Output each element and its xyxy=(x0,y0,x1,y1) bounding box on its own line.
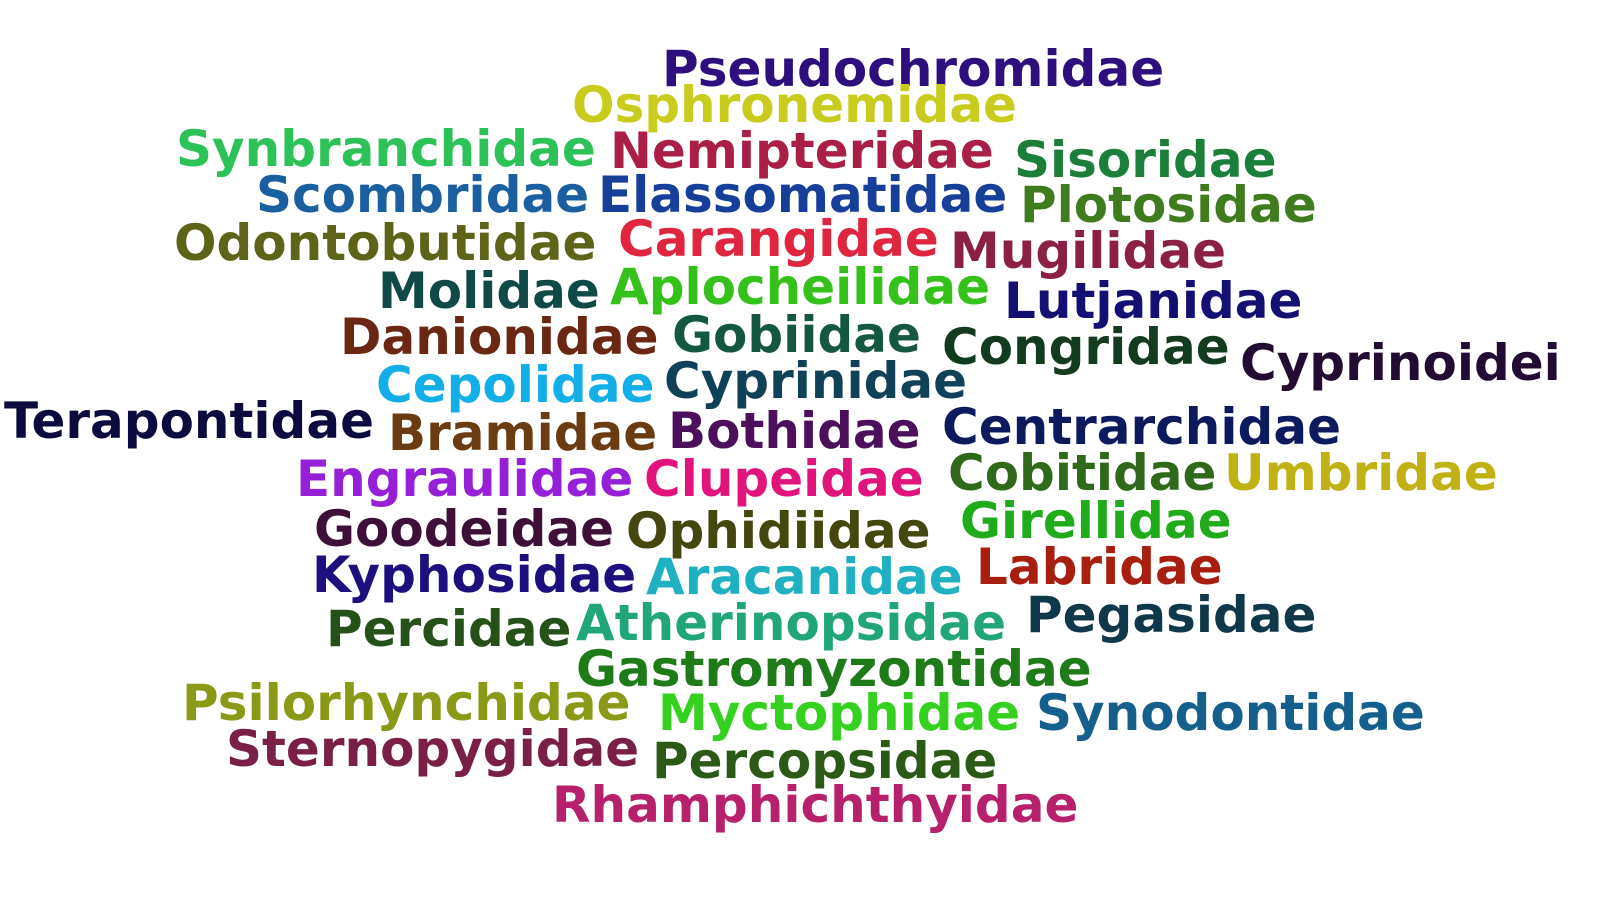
word-danionidae: Danionidae xyxy=(340,308,659,366)
word-synodontidae: Synodontidae xyxy=(1036,684,1425,742)
word-elassomatidae: Elassomatidae xyxy=(598,166,1008,224)
word-aplocheilidae: Aplocheilidae xyxy=(610,258,990,316)
word-mugilidae: Mugilidae xyxy=(950,222,1227,280)
word-scombridae: Scombridae xyxy=(256,166,590,224)
word-carangidae: Carangidae xyxy=(618,210,939,268)
word-sternopygidae: Sternopygidae xyxy=(226,720,640,778)
word-umbridae: Umbridae xyxy=(1224,444,1498,502)
word-percopsidae: Percopsidae xyxy=(652,732,998,790)
word-clupeidae: Clupeidae xyxy=(644,450,924,508)
word-kyphosidae: Kyphosidae xyxy=(312,546,637,604)
word-engraulidae: Engraulidae xyxy=(296,450,634,508)
word-cepolidae: Cepolidae xyxy=(376,356,655,414)
word-pseudochromidae: Pseudochromidae xyxy=(662,40,1165,98)
word-atherinopsidae: Atherinopsidae xyxy=(576,594,1006,652)
word-pegasidae: Pegasidae xyxy=(1026,586,1317,644)
word-rhamphichthyidae: Rhamphichthyidae xyxy=(552,776,1079,834)
word-goodeidae: Goodeidae xyxy=(314,500,615,558)
word-synbranchidae: Synbranchidae xyxy=(176,120,596,178)
word-terapontidae: Terapontidae xyxy=(4,392,374,450)
word-bramidae: Bramidae xyxy=(388,404,658,462)
word-girellidae: Girellidae xyxy=(960,492,1232,550)
word-lutjanidae: Lutjanidae xyxy=(1004,272,1303,330)
word-ophidiidae: Ophidiidae xyxy=(626,502,931,560)
word-cobitidae: Cobitidae xyxy=(948,444,1217,502)
word-percidae: Percidae xyxy=(326,600,572,658)
word-molidae: Molidae xyxy=(378,262,600,320)
word-plotosidae: Plotosidae xyxy=(1020,176,1317,234)
word-sisoridae: Sisoridae xyxy=(1014,131,1277,189)
word-nemipteridae: Nemipteridae xyxy=(610,122,994,180)
word-cyprinoidei: Cyprinoidei xyxy=(1240,334,1561,392)
word-myctophidae: Myctophidae xyxy=(658,684,1021,742)
word-aracanidae: Aracanidae xyxy=(646,548,963,606)
word-labridae: Labridae xyxy=(976,538,1223,596)
word-osphronemidae: Osphronemidae xyxy=(572,76,1017,134)
word-gobiidae: Gobiidae xyxy=(672,306,921,364)
word-odontobutidae: Odontobutidae xyxy=(174,214,597,272)
word-congridae: Congridae xyxy=(942,318,1230,376)
word-psilorhynchidae: Psilorhynchidae xyxy=(182,674,631,732)
word-cyprinidae: Cyprinidae xyxy=(664,352,968,410)
word-bothidae: Bothidae xyxy=(668,402,921,460)
word-gastromyzontidae: Gastromyzontidae xyxy=(576,640,1092,698)
word-centrarchidae: Centrarchidae xyxy=(942,398,1341,456)
